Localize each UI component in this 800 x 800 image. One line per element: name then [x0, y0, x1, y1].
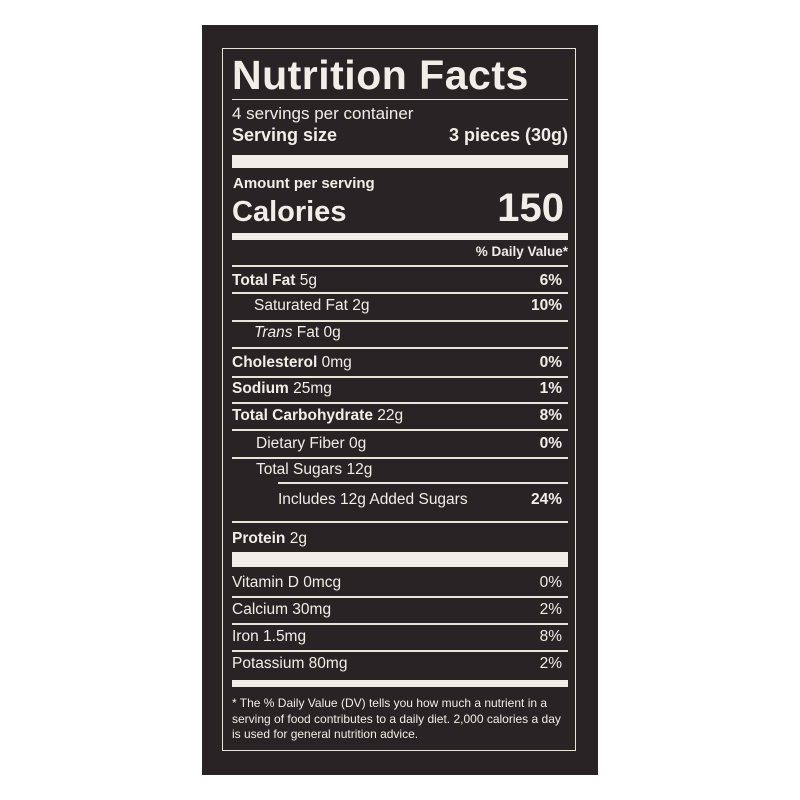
vitamin-text: Vitamin D 0mcg [232, 574, 342, 591]
nutrient-dv: 8% [539, 407, 562, 424]
nutrient-row-saturated-fat: Saturated Fat 2g 10% [232, 297, 568, 315]
nutrient-name: Cholesterol [232, 354, 318, 371]
vitamin-text: Potassium 80mg [232, 655, 348, 672]
label-border [222, 48, 576, 751]
nutrient-amount: 0g [349, 435, 367, 452]
nutrient-dv: 24% [530, 491, 562, 508]
nutrient-amount: 0g [323, 324, 341, 341]
nutrient-dv: 0% [539, 354, 562, 371]
nutrient-row-total-carbohydrate: Total Carbohydrate 22g 8% [232, 407, 568, 425]
serving-size-row: Serving size 3 pieces (30g) [232, 125, 568, 146]
nutrient-name: Dietary Fiber [256, 435, 345, 452]
nutrient-amount: 25mg [293, 380, 332, 397]
calories-row: Calories 150 [232, 186, 568, 231]
nutrient-amount: 2g [289, 530, 307, 547]
divider [232, 292, 568, 294]
vitamin-text: Iron 1.5mg [232, 628, 307, 645]
nutrient-amount: 22g [377, 407, 404, 424]
vitamin-dv: 8% [539, 628, 562, 645]
divider [232, 402, 568, 404]
nutrient-amount: 2g [352, 297, 370, 314]
divider [278, 482, 568, 484]
thick-divider [232, 155, 568, 168]
footnote: * The % Daily Value (DV) tells you how m… [232, 696, 561, 741]
vitamin-row: Vitamin D 0mcg 0% [232, 574, 568, 592]
medium-divider [232, 233, 568, 240]
nutrient-name: Saturated Fat [254, 297, 348, 314]
nutrient-name: Includes 12g Added Sugars [278, 491, 468, 508]
thick-divider [232, 552, 568, 567]
nutrient-amount: 0mg [321, 354, 352, 371]
nutrient-name: Trans [254, 324, 293, 341]
nutrient-row-trans-fat: Trans Fat 0g [232, 324, 568, 342]
divider [232, 596, 568, 598]
calories-label: Calories [232, 196, 347, 228]
nutrient-name: Sodium [232, 380, 289, 397]
vitamin-row: Potassium 80mg 2% [232, 655, 568, 673]
nutrient-row-protein: Protein 2g [232, 530, 568, 548]
nutrient-row-total-sugars: Total Sugars 12g [232, 461, 568, 479]
nutrient-row-cholesterol: Cholesterol 0mg 0% [232, 354, 568, 372]
daily-value-header: % Daily Value* [232, 244, 568, 259]
nutrient-dv: 0% [539, 435, 562, 452]
nutrient-name-suffix: Fat [296, 324, 320, 341]
calories-value: 150 [497, 186, 564, 230]
divider [232, 429, 568, 431]
nutrient-dv: 1% [539, 380, 562, 397]
nutrient-dv: 6% [539, 272, 562, 289]
nutrient-row-added-sugars: Includes 12g Added Sugars 24% [232, 491, 568, 509]
divider [232, 347, 568, 349]
vitamin-text: Calcium 30mg [232, 601, 332, 618]
serving-size-label: Serving size [232, 125, 338, 145]
vitamin-dv: 2% [539, 601, 562, 618]
nutrient-row-total-fat: Total Fat 5g 6% [232, 272, 568, 290]
divider [232, 99, 568, 100]
nutrient-row-dietary-fiber: Dietary Fiber 0g 0% [232, 435, 568, 453]
vitamin-dv: 2% [539, 655, 562, 672]
daily-value-header-text: % Daily Value* [475, 244, 568, 259]
nutrient-dv: 10% [530, 297, 562, 314]
servings-per-container: 4 servings per container [232, 104, 414, 123]
divider [232, 521, 568, 523]
divider [232, 376, 568, 378]
nutrient-amount: 5g [299, 272, 317, 289]
divider [232, 457, 568, 459]
vitamin-row: Iron 1.5mg 8% [232, 628, 568, 646]
vitamin-row: Calcium 30mg 2% [232, 601, 568, 619]
serving-size-value: 3 pieces (30g) [448, 125, 568, 145]
divider [232, 320, 568, 322]
amount-per-serving: Amount per serving [233, 175, 375, 192]
divider [232, 650, 568, 652]
divider [232, 265, 568, 267]
vitamin-dv: 0% [539, 574, 562, 591]
label-title: Nutrition Facts [232, 52, 529, 98]
nutrient-amount: 12g [346, 461, 373, 478]
medium-divider [232, 680, 568, 687]
nutrient-name: Total Carbohydrate [232, 407, 373, 424]
nutrient-name: Protein [232, 530, 286, 547]
nutrient-name: Total Fat [232, 272, 296, 289]
nutrient-row-sodium: Sodium 25mg 1% [232, 380, 568, 398]
divider [232, 623, 568, 625]
nutrient-name: Total Sugars [256, 461, 343, 478]
